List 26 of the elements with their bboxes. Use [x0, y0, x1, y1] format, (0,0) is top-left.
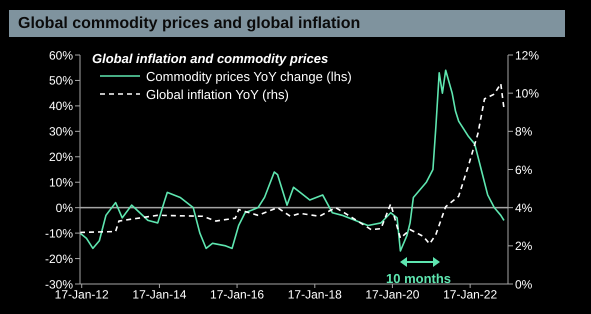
- x-tick-label: 17-Jan-20: [365, 288, 420, 302]
- y-tick-label: 40%: [48, 99, 74, 114]
- x-tick-label: 17-Jan-22: [443, 288, 498, 302]
- chart-title: Global commodity prices and global inflation: [9, 10, 565, 37]
- y2-tick-label: 2%: [515, 239, 533, 254]
- y2-tick-label: 0%: [515, 277, 533, 292]
- y2-tick-label: 8%: [515, 124, 533, 139]
- legend-title: Global inflation and commodity prices: [92, 51, 330, 66]
- x-tick-label: 17-Jan-16: [210, 288, 264, 302]
- x-tick-label: 17-Jan-18: [288, 288, 342, 302]
- legend-label: Global inflation YoY (rhs): [146, 86, 289, 102]
- y-tick-label: 10%: [48, 175, 74, 190]
- y-tick-label: 20%: [48, 150, 74, 164]
- x-tick-label: 17-Jan-14: [132, 288, 187, 302]
- y-tick-label: -20%: [44, 252, 74, 266]
- annotation: 10 months: [386, 271, 452, 286]
- y2-tick-label: 10%: [515, 86, 540, 100]
- y2-tick-label: 6%: [515, 162, 533, 177]
- y-tick-label: 30%: [48, 124, 74, 139]
- y-tick-label: -10%: [44, 226, 74, 240]
- y2-tick-label: 12%: [515, 48, 540, 62]
- y-tick-label: 60%: [48, 48, 74, 62]
- y2-tick-label: 4%: [515, 200, 533, 215]
- y-tick-label: 0%: [56, 200, 74, 215]
- y-tick-label: 50%: [48, 74, 74, 88]
- legend-label: Commodity prices YoY change (lhs): [146, 68, 352, 84]
